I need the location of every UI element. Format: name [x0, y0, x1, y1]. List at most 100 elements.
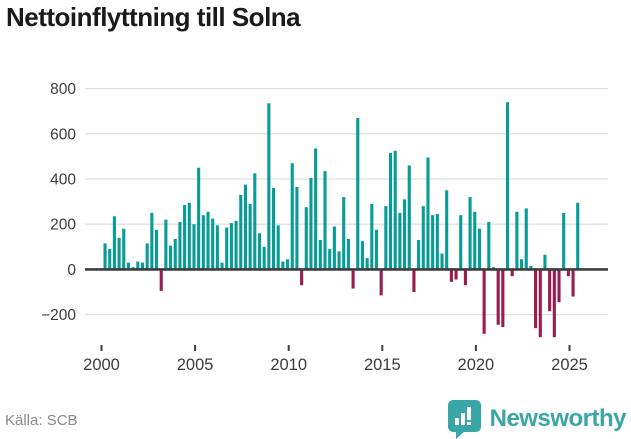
- bar: [225, 227, 229, 270]
- bar: [360, 241, 364, 270]
- bar: [356, 117, 360, 270]
- bar: [548, 269, 552, 312]
- bar: [271, 188, 276, 270]
- bar: [482, 269, 486, 334]
- bar: [562, 212, 566, 270]
- bar: [557, 269, 561, 303]
- bar: [477, 228, 481, 270]
- newsworthy-badge-icon: [447, 400, 481, 439]
- bar: [346, 238, 350, 270]
- bar: [571, 269, 575, 297]
- bar: [309, 177, 313, 270]
- source-label: Källa: SCB: [5, 412, 78, 429]
- y-axis-tick-label: 800: [50, 81, 76, 98]
- bar: [234, 220, 238, 270]
- bar: [201, 215, 205, 270]
- bar: [248, 203, 252, 270]
- bar: [440, 253, 444, 270]
- bar: [454, 269, 458, 280]
- bar: [501, 269, 505, 328]
- bar: [459, 215, 463, 270]
- bar: [510, 269, 514, 277]
- bar: [173, 238, 177, 270]
- bar: [117, 237, 121, 270]
- page-title: Nettoinflyttning till Solna: [6, 2, 301, 32]
- bar: [505, 102, 510, 270]
- bar: [276, 225, 280, 270]
- bar: [206, 211, 210, 270]
- bar: [154, 229, 159, 270]
- bar: [351, 269, 355, 289]
- bar: [342, 197, 346, 270]
- x-axis-tick-label: 2025: [551, 356, 588, 374]
- bar: [192, 224, 196, 270]
- bar: [103, 243, 107, 270]
- bar: [407, 165, 411, 270]
- bar: [108, 249, 112, 270]
- bar: [164, 219, 168, 270]
- bar: [449, 269, 453, 282]
- x-axis-tick-label: 2010: [270, 356, 307, 374]
- bar: [211, 218, 215, 270]
- bar: [159, 269, 163, 291]
- bar: [374, 229, 379, 270]
- bar: [328, 249, 332, 270]
- bar: [136, 261, 140, 270]
- x-axis-tick-label: 2015: [364, 356, 401, 374]
- bar: [388, 153, 393, 270]
- bar: [384, 206, 388, 270]
- bar: [286, 259, 290, 270]
- bar: [150, 212, 154, 270]
- bar: [496, 269, 500, 325]
- x-axis-tick-label: 2005: [177, 356, 214, 374]
- bar: [445, 190, 449, 270]
- bar: [379, 269, 383, 296]
- brand-name: Newsworthy: [489, 405, 627, 432]
- bar: [332, 226, 336, 270]
- bar: [543, 254, 547, 270]
- bar: [122, 228, 126, 270]
- bar: [267, 103, 271, 270]
- newsworthy-logo[interactable]: Newsworthy: [446, 399, 627, 439]
- bar: [337, 251, 341, 270]
- bar: [393, 150, 397, 270]
- bar: [370, 203, 374, 270]
- bar: [178, 221, 182, 270]
- bar: [403, 199, 407, 270]
- bar: [257, 233, 262, 270]
- bar: [215, 225, 219, 270]
- bar: [412, 269, 416, 292]
- bar: [318, 240, 322, 270]
- bar: [487, 221, 491, 270]
- bar: [426, 157, 430, 270]
- bar: [515, 211, 519, 270]
- x-axis-tick-label: 2020: [458, 356, 495, 374]
- bar: [529, 266, 533, 270]
- bar: [295, 186, 299, 270]
- bar: [468, 197, 472, 270]
- bar: [421, 206, 425, 270]
- x-axis-tick-label: 2000: [83, 356, 120, 374]
- bar: [365, 258, 369, 270]
- y-axis-tick-label: 400: [50, 172, 76, 189]
- y-axis-tick-label: 200: [50, 217, 76, 234]
- bar: [112, 216, 116, 270]
- bar: [314, 148, 318, 270]
- bar: [126, 262, 130, 270]
- bar: [552, 269, 556, 338]
- bar: [524, 208, 528, 270]
- bar: [304, 207, 308, 270]
- bar: [140, 262, 145, 270]
- bar: [398, 212, 402, 270]
- bar: [262, 246, 266, 270]
- bar: [197, 167, 201, 270]
- bar: [323, 171, 327, 270]
- bar: [239, 194, 243, 270]
- bar: [417, 240, 421, 270]
- bar: [243, 184, 247, 270]
- bar: [300, 269, 304, 286]
- bar: [473, 211, 477, 270]
- bar: [463, 269, 467, 286]
